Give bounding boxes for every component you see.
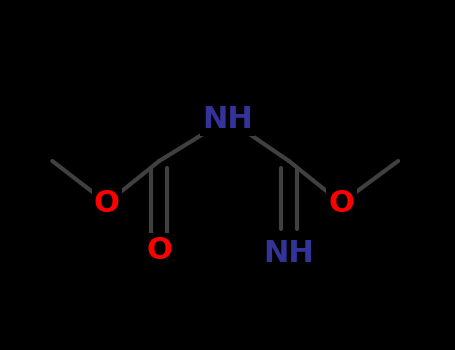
Text: NH: NH (202, 105, 253, 133)
Text: NH: NH (263, 239, 314, 268)
Text: O: O (147, 236, 172, 265)
Text: O: O (329, 189, 354, 217)
Text: O: O (94, 189, 120, 217)
